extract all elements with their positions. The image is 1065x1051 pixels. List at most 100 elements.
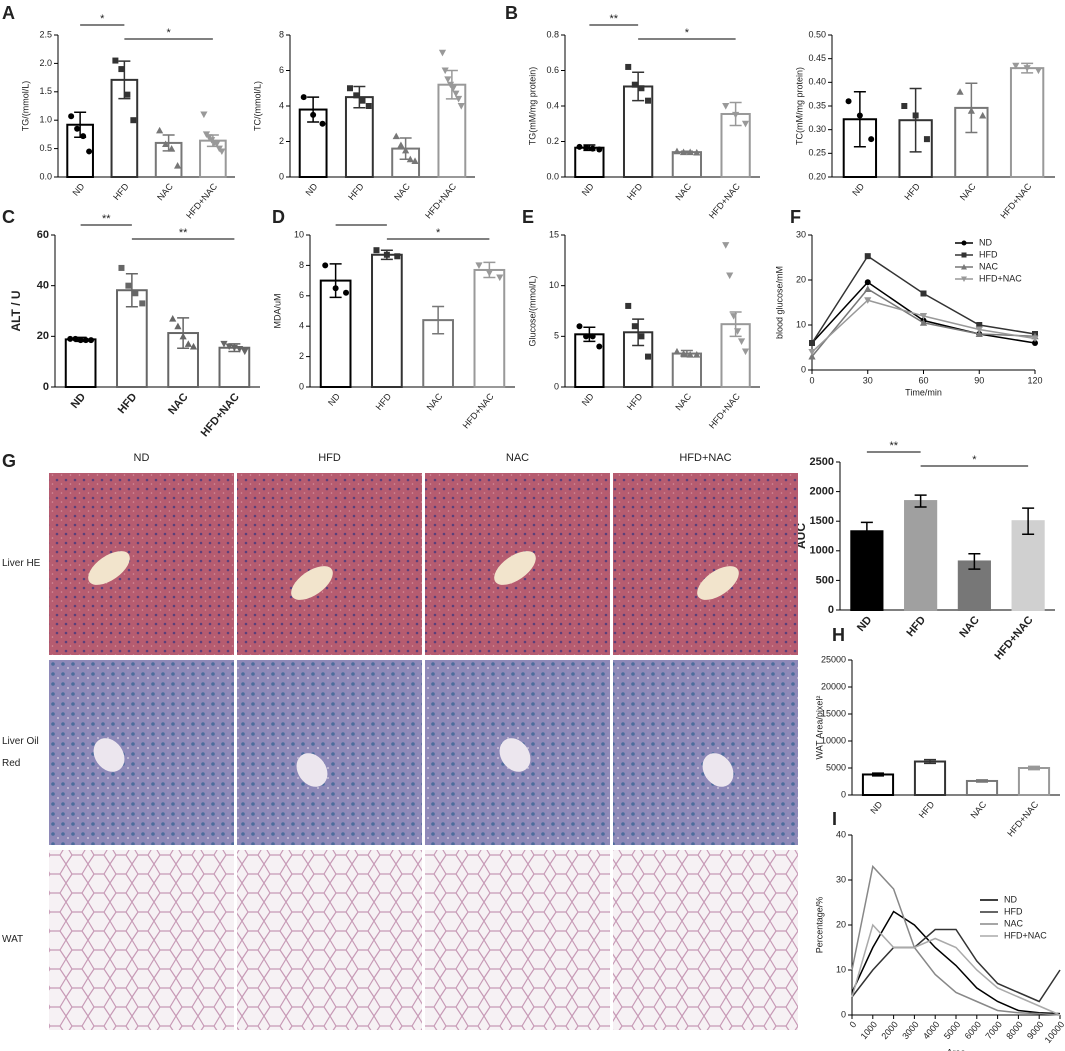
x-axis-label: Area — [946, 1047, 965, 1051]
y-tick-label: 25000 — [821, 654, 846, 664]
y-tick-label: 0 — [554, 381, 559, 391]
y-tick-label: 0.30 — [808, 124, 826, 134]
point — [130, 117, 137, 124]
point — [452, 90, 460, 98]
point — [864, 279, 871, 286]
y-tick-label: 20 — [37, 330, 49, 342]
point — [583, 333, 590, 340]
y-tick-label: 15 — [549, 229, 559, 239]
error-bar — [976, 779, 988, 783]
point — [1034, 67, 1043, 75]
micrograph — [49, 660, 234, 845]
point — [589, 145, 596, 152]
vessel — [93, 738, 125, 772]
x-tick-label: 30 — [863, 375, 873, 385]
x-tick-label: ND — [580, 391, 596, 408]
point — [406, 155, 414, 163]
x-tick-label: HFD — [346, 181, 366, 202]
point — [174, 322, 182, 330]
y-tick-label: 0 — [299, 381, 304, 391]
error-bar — [329, 263, 342, 299]
point — [868, 136, 875, 143]
point — [383, 251, 390, 258]
point — [912, 112, 919, 119]
row-label: Liver HE — [2, 558, 41, 569]
micrograph — [425, 850, 610, 1030]
panel-letter: G — [2, 451, 16, 471]
micrograph — [49, 473, 234, 655]
point — [1031, 335, 1039, 343]
row-label: WAT — [2, 934, 24, 945]
significance-label: ** — [179, 227, 188, 239]
error-bar — [125, 273, 138, 308]
point — [174, 162, 182, 169]
y-tick-label: 0 — [279, 171, 284, 181]
point — [576, 323, 583, 330]
y-tick-label: 30 — [796, 229, 806, 239]
x-tick-label: ND — [855, 614, 874, 634]
series-line — [851, 928, 1061, 1003]
point — [631, 81, 638, 88]
point — [732, 111, 740, 119]
point — [722, 242, 730, 249]
y-tick-label: 0 — [841, 789, 846, 799]
point — [156, 126, 164, 134]
legend-label: ND — [979, 237, 992, 247]
point — [82, 337, 89, 344]
y-tick-label: 8 — [279, 29, 284, 39]
vessel — [291, 566, 333, 600]
point — [373, 247, 380, 254]
point — [1012, 62, 1020, 70]
point — [961, 240, 967, 246]
point — [1023, 65, 1031, 72]
point — [179, 332, 187, 340]
x-tick-label: NAC — [166, 391, 191, 417]
point — [901, 103, 908, 109]
y-tick-label: 1000 — [810, 545, 834, 557]
y-tick-label: 20 — [836, 919, 846, 929]
bar — [199, 139, 227, 178]
significance-label: * — [166, 27, 171, 39]
x-tick-label: HFD+NAC — [707, 181, 742, 221]
column-label: HFD — [318, 452, 341, 464]
point — [645, 353, 652, 360]
y-tick-label: 6 — [279, 65, 284, 75]
error-bar — [632, 71, 645, 102]
point — [124, 91, 131, 98]
point — [625, 63, 632, 70]
point — [444, 76, 452, 83]
point — [112, 57, 119, 64]
error-bar — [860, 521, 873, 541]
y-tick-label: 15000 — [821, 708, 846, 718]
y-tick-label: 10 — [294, 229, 304, 239]
point — [673, 347, 681, 355]
y-tick-label: 0 — [43, 381, 49, 393]
point — [74, 125, 81, 132]
point — [189, 342, 198, 350]
point — [411, 157, 419, 165]
panel-letter: E — [522, 207, 534, 227]
y-tick-label: 40 — [836, 829, 846, 839]
point — [86, 148, 93, 155]
panel-letter: I — [832, 809, 837, 829]
point — [441, 67, 449, 75]
point — [88, 337, 95, 344]
point — [118, 66, 125, 73]
point — [673, 147, 681, 155]
y-tick-label: 6 — [299, 290, 304, 300]
y-tick-label: 0 — [828, 604, 834, 616]
x-tick-label: 10000 — [1043, 1019, 1065, 1045]
x-tick-label: HFD+NAC — [992, 614, 1035, 662]
point — [118, 264, 125, 271]
vessel — [494, 551, 536, 585]
x-tick-label: HFD — [111, 181, 131, 202]
bar — [904, 500, 938, 611]
x-tick-label: HFD — [917, 799, 937, 820]
error-bar — [353, 85, 366, 109]
y-axis-label: blood glucose/mM — [774, 266, 784, 339]
panel-letter: F — [790, 207, 801, 227]
y-tick-label: 2 — [279, 136, 284, 146]
error-bar — [914, 494, 927, 508]
micrograph — [613, 473, 798, 655]
